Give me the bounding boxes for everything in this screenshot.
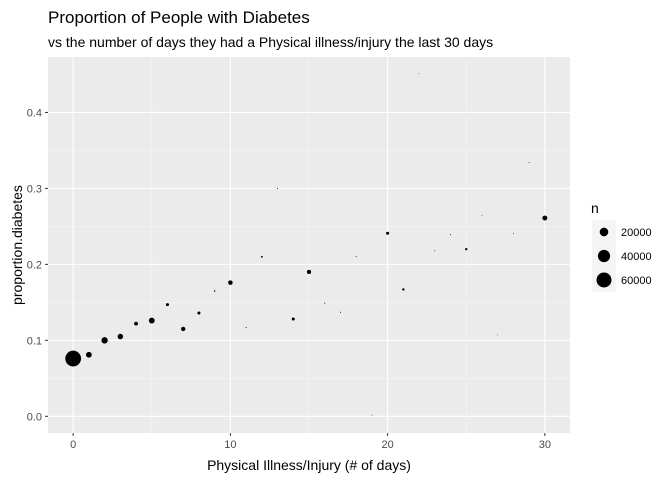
y-tick-label: 0.4 [27, 107, 42, 119]
data-point [85, 351, 92, 358]
chart-subtitle: vs the number of days they had a Physica… [48, 34, 493, 50]
y-tick-label: 0.2 [27, 259, 42, 271]
data-points [65, 73, 548, 416]
y-axis-title: proportion.diabetes [9, 185, 25, 305]
data-point [197, 311, 201, 315]
data-point [277, 187, 279, 189]
y-tick-label: 0.0 [27, 411, 42, 423]
legend-key-point [599, 227, 609, 237]
data-point [165, 303, 170, 307]
data-point [306, 269, 312, 275]
minor-gridlines [48, 57, 570, 433]
x-tick-label: 30 [539, 439, 551, 451]
data-point [148, 317, 155, 324]
data-point [181, 326, 186, 332]
data-point [291, 317, 295, 321]
x-axis-title: Physical Illness/Injury (# of days) [207, 457, 411, 473]
x-axis: 0 10 20 30 [70, 433, 551, 451]
data-point [260, 255, 263, 258]
data-point [481, 215, 483, 217]
chart-title: Proportion of People with Diabetes [48, 8, 310, 27]
data-point [65, 350, 82, 367]
data-point [134, 321, 138, 326]
data-point [465, 247, 468, 251]
data-point [402, 288, 405, 291]
major-gridlines [48, 57, 570, 433]
data-point [371, 415, 373, 416]
data-point [355, 256, 357, 258]
x-tick-label: 10 [224, 439, 236, 451]
data-point [228, 280, 233, 285]
legend-label: 60000 [621, 275, 652, 287]
data-point [497, 334, 499, 336]
data-point [512, 232, 514, 234]
y-tick-label: 0.1 [27, 335, 42, 347]
y-axis: 0.0 0.1 0.2 0.3 0.4 [27, 107, 48, 423]
data-point [213, 290, 216, 292]
data-point [339, 311, 341, 313]
data-point [245, 326, 247, 328]
data-point [542, 215, 548, 221]
data-point [449, 234, 452, 236]
data-point [117, 333, 124, 340]
legend-key-point [596, 272, 612, 288]
legend-label: 20000 [621, 227, 652, 239]
data-point [386, 231, 390, 235]
x-tick-label: 0 [70, 439, 76, 451]
data-point [528, 162, 530, 164]
data-point [324, 302, 326, 304]
data-point [101, 337, 108, 344]
x-tick-label: 20 [381, 439, 393, 451]
data-point [434, 250, 436, 252]
y-tick-label: 0.3 [27, 183, 42, 195]
legend: n 20000 40000 60000 [591, 200, 652, 292]
data-point [418, 73, 420, 75]
legend-title: n [591, 200, 599, 216]
legend-key-point [597, 249, 611, 263]
legend-label: 40000 [621, 251, 652, 263]
